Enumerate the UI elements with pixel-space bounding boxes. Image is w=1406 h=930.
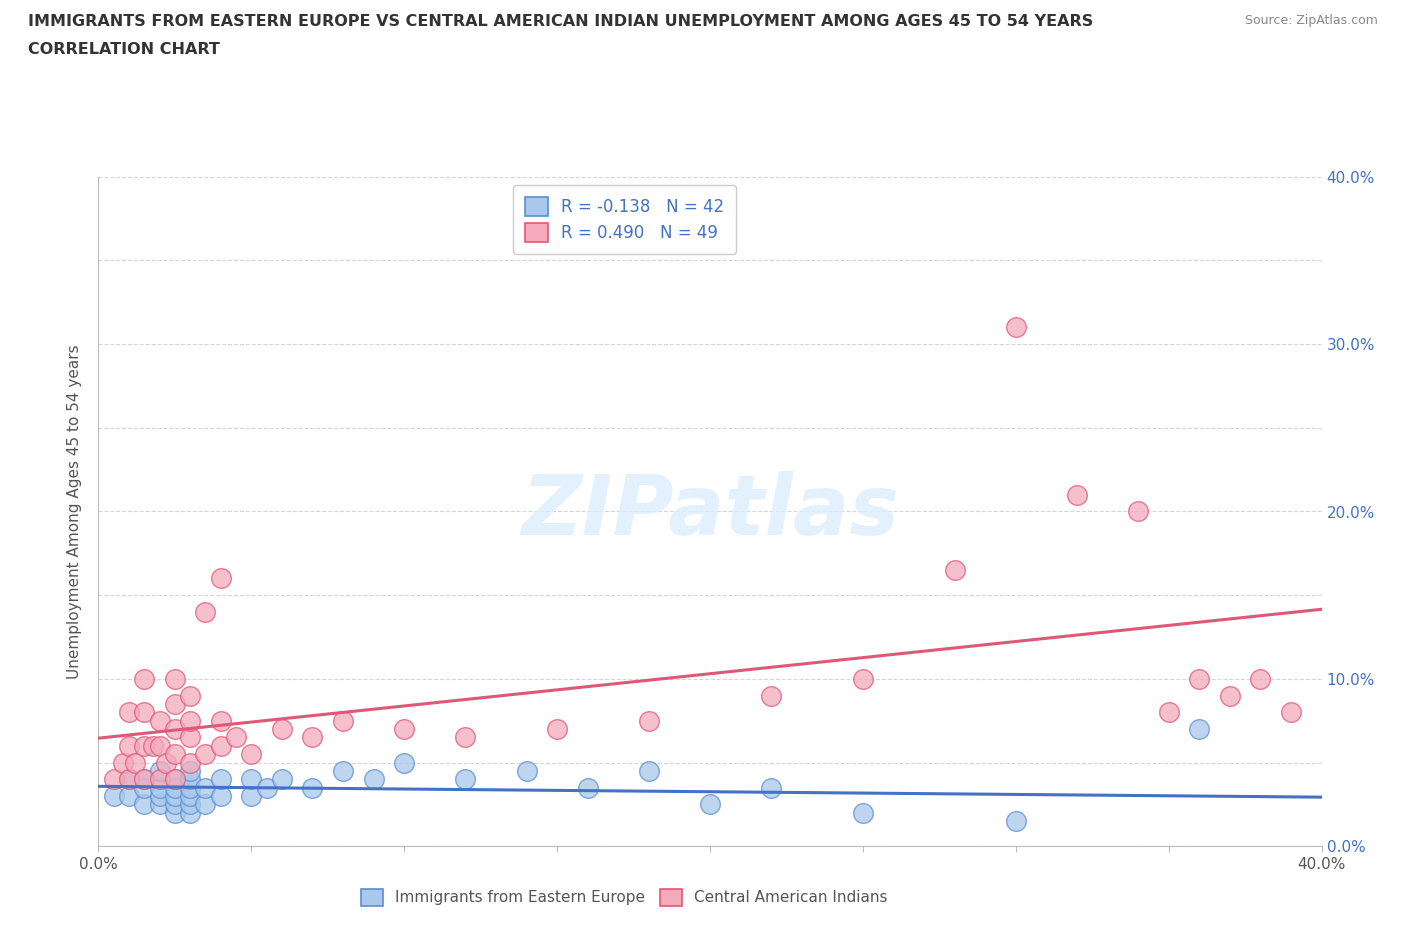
Point bbox=[179, 772, 201, 787]
Point bbox=[852, 671, 875, 686]
Point bbox=[301, 730, 323, 745]
Point bbox=[1004, 814, 1026, 829]
Point bbox=[699, 797, 721, 812]
Point bbox=[179, 805, 201, 820]
Point bbox=[142, 738, 165, 753]
Point bbox=[163, 671, 186, 686]
Point bbox=[301, 780, 323, 795]
Point bbox=[363, 772, 385, 787]
Point bbox=[163, 797, 186, 812]
Point bbox=[118, 772, 141, 787]
Point bbox=[332, 713, 354, 728]
Text: Source: ZipAtlas.com: Source: ZipAtlas.com bbox=[1244, 14, 1378, 27]
Point bbox=[1066, 487, 1088, 502]
Point bbox=[134, 738, 156, 753]
Point bbox=[179, 789, 201, 804]
Point bbox=[149, 764, 172, 778]
Point bbox=[637, 764, 661, 778]
Point bbox=[163, 780, 186, 795]
Point bbox=[179, 688, 201, 703]
Point bbox=[209, 713, 232, 728]
Point bbox=[1279, 705, 1302, 720]
Point bbox=[149, 738, 172, 753]
Point bbox=[163, 772, 186, 787]
Point bbox=[759, 780, 782, 795]
Point bbox=[179, 730, 201, 745]
Point bbox=[1249, 671, 1271, 686]
Point bbox=[149, 713, 172, 728]
Point bbox=[103, 772, 125, 787]
Point bbox=[454, 772, 477, 787]
Point bbox=[209, 772, 232, 787]
Point bbox=[179, 713, 201, 728]
Point bbox=[118, 738, 141, 753]
Point bbox=[194, 604, 217, 619]
Point bbox=[392, 755, 416, 770]
Point bbox=[392, 722, 416, 737]
Point bbox=[209, 571, 232, 586]
Point bbox=[163, 697, 186, 711]
Point bbox=[149, 772, 172, 787]
Point bbox=[134, 671, 156, 686]
Point bbox=[1128, 504, 1150, 519]
Point bbox=[134, 797, 156, 812]
Point bbox=[332, 764, 354, 778]
Point bbox=[149, 789, 172, 804]
Point bbox=[179, 780, 201, 795]
Point bbox=[240, 747, 263, 762]
Y-axis label: Unemployment Among Ages 45 to 54 years: Unemployment Among Ages 45 to 54 years bbox=[67, 344, 83, 679]
Point bbox=[179, 797, 201, 812]
Point bbox=[103, 789, 125, 804]
Point bbox=[134, 780, 156, 795]
Point bbox=[194, 780, 217, 795]
Point bbox=[943, 563, 966, 578]
Point bbox=[576, 780, 599, 795]
Point bbox=[209, 789, 232, 804]
Point bbox=[759, 688, 782, 703]
Point bbox=[240, 789, 263, 804]
Point bbox=[179, 755, 201, 770]
Point bbox=[155, 755, 177, 770]
Point bbox=[118, 705, 141, 720]
Point bbox=[124, 755, 146, 770]
Point bbox=[134, 772, 156, 787]
Point bbox=[256, 780, 278, 795]
Point bbox=[118, 772, 141, 787]
Point bbox=[163, 805, 186, 820]
Point bbox=[270, 722, 292, 737]
Point bbox=[111, 755, 134, 770]
Point bbox=[194, 797, 217, 812]
Text: IMMIGRANTS FROM EASTERN EUROPE VS CENTRAL AMERICAN INDIAN UNEMPLOYMENT AMONG AGE: IMMIGRANTS FROM EASTERN EUROPE VS CENTRA… bbox=[28, 14, 1094, 29]
Point bbox=[194, 747, 217, 762]
Point bbox=[1219, 688, 1241, 703]
Point bbox=[163, 772, 186, 787]
Point bbox=[546, 722, 568, 737]
Point bbox=[134, 705, 156, 720]
Point bbox=[149, 780, 172, 795]
Point bbox=[179, 764, 201, 778]
Point bbox=[163, 722, 186, 737]
Point bbox=[637, 713, 661, 728]
Point bbox=[163, 789, 186, 804]
Point bbox=[516, 764, 538, 778]
Point bbox=[852, 805, 875, 820]
Point bbox=[240, 772, 263, 787]
Point bbox=[163, 747, 186, 762]
Point bbox=[270, 772, 292, 787]
Point bbox=[149, 797, 172, 812]
Text: CORRELATION CHART: CORRELATION CHART bbox=[28, 42, 219, 57]
Point bbox=[454, 730, 477, 745]
Point bbox=[1188, 722, 1211, 737]
Point bbox=[134, 772, 156, 787]
Point bbox=[1188, 671, 1211, 686]
Point bbox=[225, 730, 247, 745]
Point bbox=[209, 738, 232, 753]
Point bbox=[1004, 320, 1026, 335]
Point bbox=[118, 789, 141, 804]
Point bbox=[1157, 705, 1180, 720]
Legend: Immigrants from Eastern Europe, Central American Indians: Immigrants from Eastern Europe, Central … bbox=[356, 883, 894, 912]
Text: ZIPatlas: ZIPatlas bbox=[522, 471, 898, 552]
